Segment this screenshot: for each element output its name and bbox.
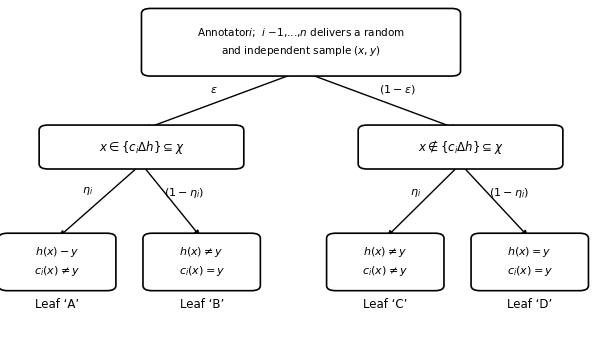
Text: Leaf ‘A’: Leaf ‘A’	[35, 298, 79, 311]
Text: $(1-\eta_i)$: $(1-\eta_i)$	[489, 186, 529, 200]
Text: $(1-\varepsilon)$: $(1-\varepsilon)$	[379, 83, 415, 96]
Text: $h(x)-y$
$c_i(x)\neq y$: $h(x)-y$ $c_i(x)\neq y$	[34, 245, 80, 279]
Text: Annotator$i$;  $i$ $-$1,...,$n$ delivers a random
and independent sample $(x, y): Annotator$i$; $i$ $-$1,...,$n$ delivers …	[197, 26, 405, 58]
Text: $\varepsilon$: $\varepsilon$	[210, 84, 217, 95]
FancyBboxPatch shape	[143, 233, 261, 291]
FancyBboxPatch shape	[471, 233, 589, 291]
Text: $\eta_i$: $\eta_i$	[82, 185, 93, 197]
FancyBboxPatch shape	[141, 8, 461, 76]
Text: $x\notin\{c_i\Delta h\}\subseteq\chi$: $x\notin\{c_i\Delta h\}\subseteq\chi$	[418, 138, 503, 156]
Text: Leaf ‘D’: Leaf ‘D’	[507, 298, 553, 311]
FancyBboxPatch shape	[358, 125, 563, 169]
Text: $(1-\eta_i)$: $(1-\eta_i)$	[164, 186, 203, 200]
Text: $h(x)\neq y$
$c_i(x)=y$: $h(x)\neq y$ $c_i(x)=y$	[179, 245, 225, 279]
Text: $\eta_i$: $\eta_i$	[410, 187, 421, 199]
FancyBboxPatch shape	[39, 125, 244, 169]
FancyBboxPatch shape	[0, 233, 116, 291]
FancyBboxPatch shape	[326, 233, 444, 291]
Text: $h(x)\neq y$
$c_i(x)\neq y$: $h(x)\neq y$ $c_i(x)\neq y$	[362, 245, 408, 279]
Text: Leaf ‘C’: Leaf ‘C’	[363, 298, 408, 311]
Text: $x\in\{c_i\Delta h\}\subseteq\chi$: $x\in\{c_i\Delta h\}\subseteq\chi$	[99, 139, 184, 155]
Text: Leaf ‘B’: Leaf ‘B’	[179, 298, 224, 311]
Text: $h(x)=y$
$c_i(x)=y$: $h(x)=y$ $c_i(x)=y$	[507, 245, 553, 279]
